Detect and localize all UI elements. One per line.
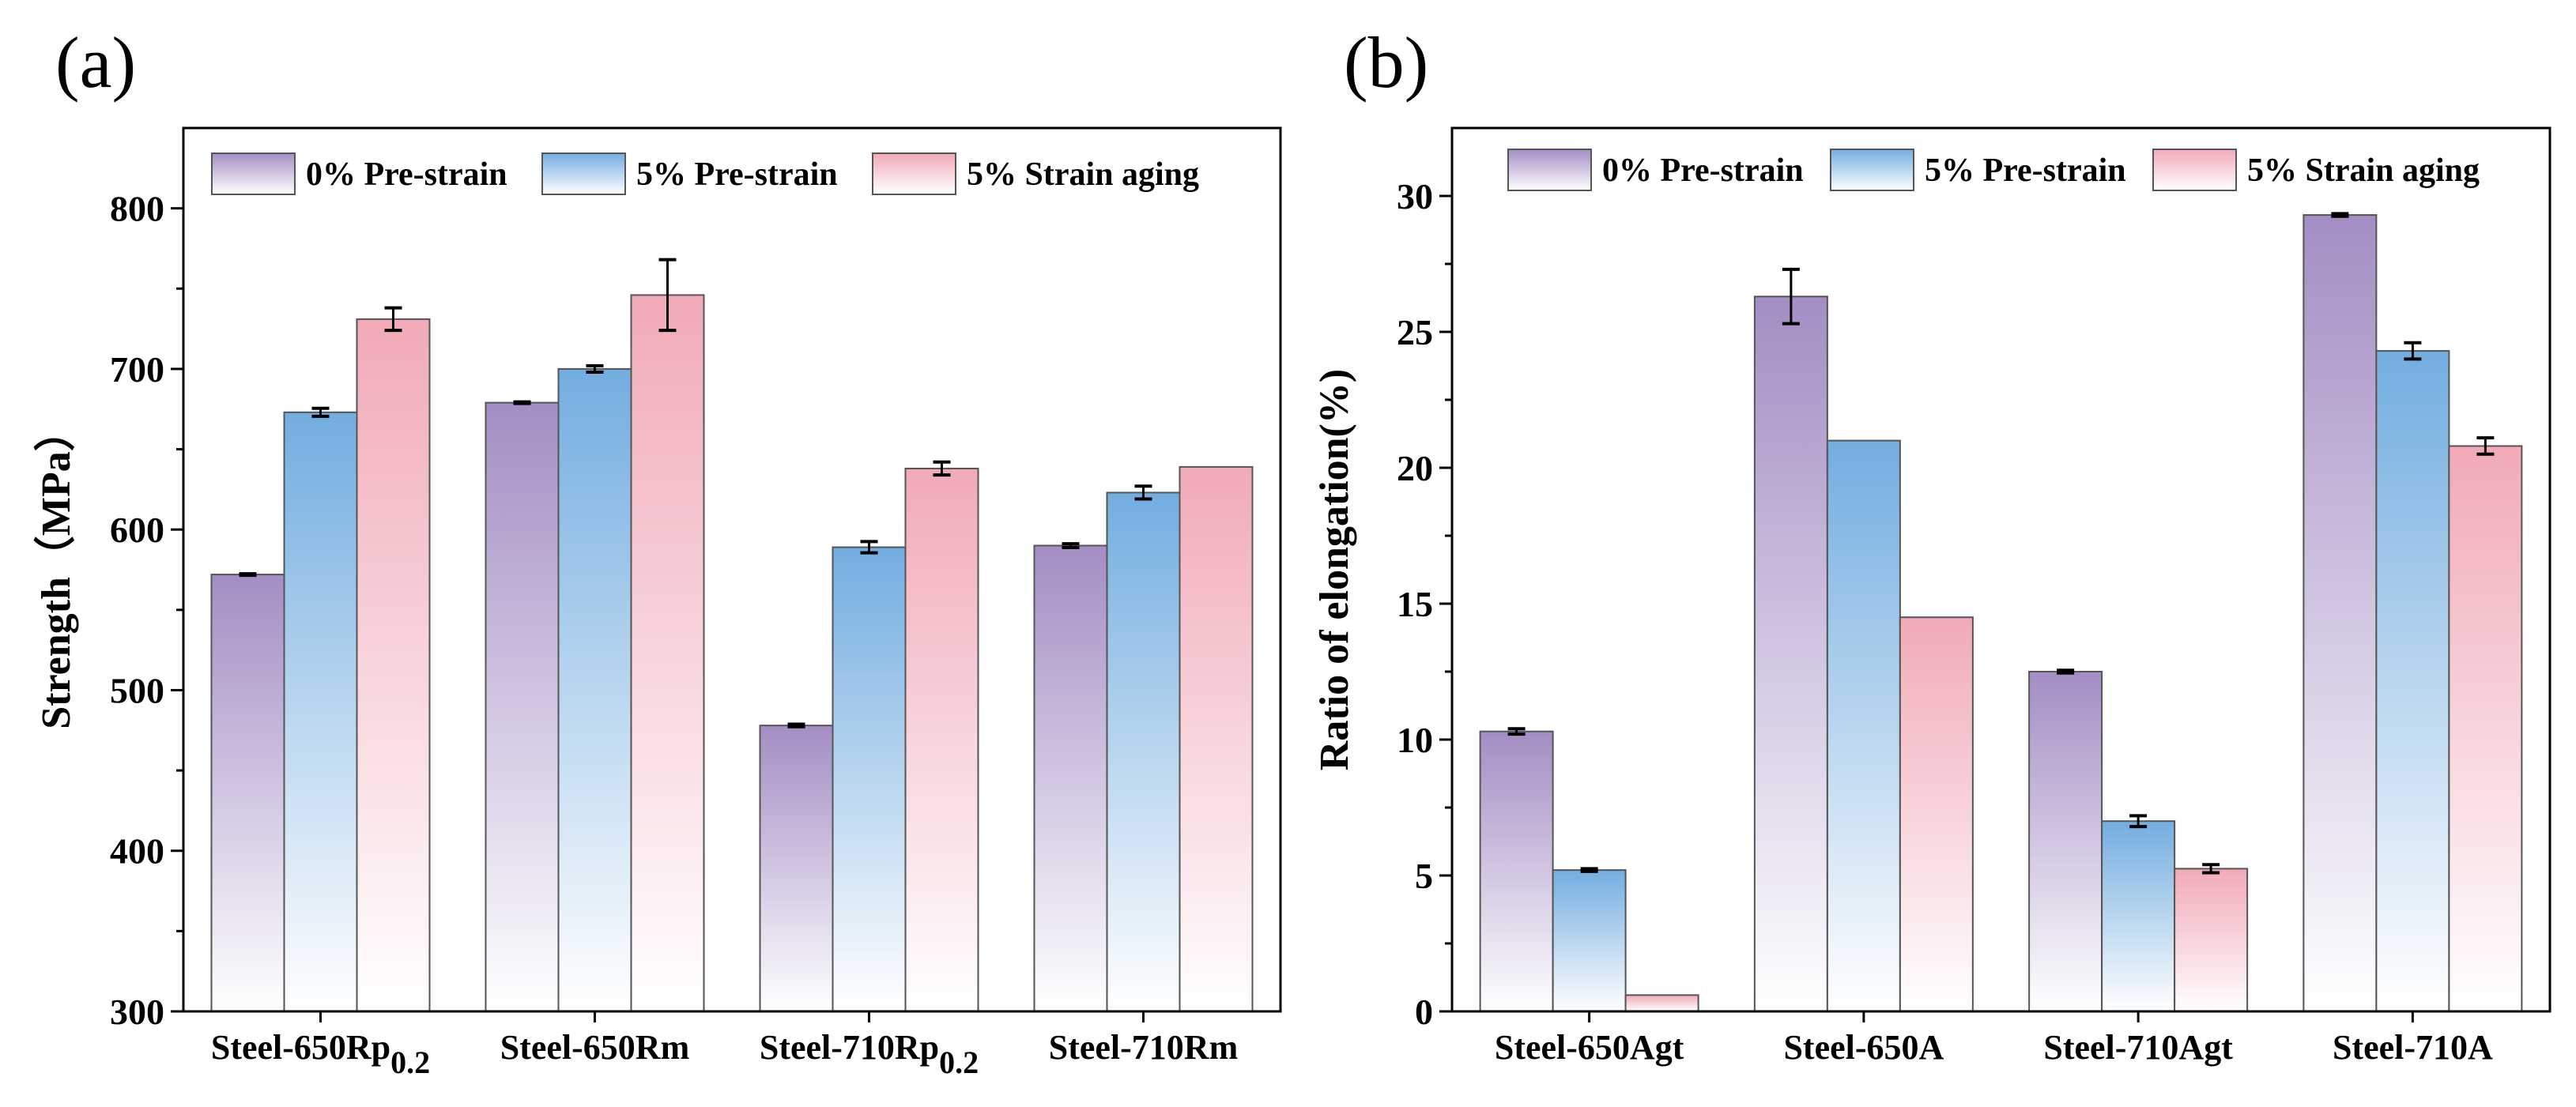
bar-0-2 — [1624, 994, 1699, 1012]
legend-item-0: 0% Pre-strain — [1507, 149, 1804, 191]
bar-0-0 — [1479, 730, 1554, 1012]
y-tick-label: 5 — [1415, 856, 1433, 896]
error-bar-3-0 — [1062, 542, 1080, 549]
legend-label: 5% Strain aging — [2247, 152, 2480, 189]
error-bar-2-1 — [860, 540, 878, 555]
bar-3-1 — [1106, 491, 1181, 1012]
bar-1-0 — [485, 401, 560, 1012]
y-tick-label: 30 — [1397, 176, 1433, 217]
bar-1-1 — [557, 367, 632, 1012]
x-tick-label: Steel-650Agt — [1495, 1028, 1684, 1067]
error-bar-1-0 — [513, 400, 531, 405]
bar-2-2 — [2174, 868, 2249, 1013]
panel-label: (b) — [1344, 22, 1428, 103]
legend-item-1: 5% Pre-strain — [541, 152, 838, 195]
bar-2-0 — [759, 725, 834, 1012]
legend-item-2: 5% Strain aging — [872, 152, 1199, 195]
error-bar-3-2 — [2476, 436, 2495, 456]
bar-3-0 — [1033, 544, 1108, 1012]
legend-label: 5% Pre-strain — [1925, 152, 2126, 189]
x-tick-label: Steel-710Rm — [1049, 1028, 1239, 1067]
legend-item-0: 0% Pre-strain — [211, 152, 507, 195]
y-tick-label: 25 — [1397, 312, 1433, 352]
y-tick-label: 300 — [110, 992, 164, 1032]
panel-0: (a) 300 400 500 600 700 800 Steel-650Rp0.2 Steel… — [33, 22, 1282, 1080]
bar-1-0 — [1753, 296, 1828, 1012]
legend-swatch — [872, 152, 956, 195]
y-tick-label: 600 — [110, 510, 164, 550]
error-bar-2-0 — [2057, 668, 2075, 675]
x-tick-label: Steel-710Rp0.2 — [760, 1028, 979, 1080]
y-tick-label: 500 — [110, 670, 164, 710]
y-tick-label: 800 — [110, 189, 164, 229]
error-bar-3-0 — [2331, 212, 2349, 218]
y-axis-title: Ratio of elongation(%) — [1312, 369, 1357, 770]
error-bar-2-1 — [2129, 814, 2148, 829]
legend-label: 5% Pre-strain — [636, 156, 838, 193]
error-bar-0-0 — [1507, 727, 1526, 736]
error-bar-0-0 — [239, 572, 257, 578]
y-tick-label: 700 — [110, 349, 164, 390]
legend-label: 5% Strain aging — [967, 156, 1199, 193]
error-bar-0-2 — [384, 306, 402, 333]
bar-3-2 — [2448, 445, 2523, 1012]
bar-3-1 — [2375, 350, 2450, 1012]
legend-swatch — [1507, 149, 1592, 191]
legend: 0% Pre-strain 5% Pre-strain 5% Strain agin… — [1507, 149, 2480, 191]
error-bar-0-1 — [1580, 867, 1598, 873]
plot-frame — [182, 126, 1282, 1013]
x-tick-label: Steel-650Rp0.2 — [211, 1028, 430, 1080]
bar-1-1 — [1826, 439, 1901, 1012]
legend-swatch — [541, 152, 626, 195]
bar-1-2 — [630, 294, 705, 1012]
x-tick-label: Steel-710Agt — [2043, 1028, 2233, 1067]
bar-1-2 — [1899, 616, 1974, 1012]
y-tick-label: 10 — [1397, 720, 1433, 760]
bar-2-1 — [832, 546, 907, 1012]
x-tick-label: Steel-650Rm — [500, 1028, 690, 1067]
panel-label: (a) — [55, 22, 136, 103]
bar-0-0 — [210, 574, 285, 1012]
error-bar-2-0 — [787, 722, 805, 729]
error-bar-0-1 — [311, 406, 330, 418]
bar-0-2 — [356, 318, 431, 1012]
legend-swatch — [211, 152, 296, 195]
y-tick-label: 0 — [1415, 992, 1433, 1032]
bar-0-1 — [283, 411, 358, 1012]
x-tick-label: Steel-650A — [1783, 1028, 1944, 1067]
error-bar-3-1 — [2404, 341, 2422, 361]
y-tick-label: 15 — [1397, 584, 1433, 624]
x-tick-label: Steel-710A — [2333, 1028, 2493, 1067]
legend-swatch — [1830, 149, 1914, 191]
legend-label: 0% Pre-strain — [306, 156, 507, 193]
error-bar-2-2 — [2202, 863, 2220, 875]
legend-swatch — [2152, 149, 2237, 191]
bar-3-2 — [1179, 465, 1254, 1012]
bar-3-0 — [2303, 214, 2378, 1012]
y-tick-label: 20 — [1397, 448, 1433, 488]
bar-0-1 — [1552, 869, 1627, 1012]
error-bar-1-0 — [1782, 267, 1800, 326]
legend: 0% Pre-strain 5% Pre-strain 5% Strain agin… — [211, 152, 1199, 195]
panel-1: (b) 0 5 10 15 20 25 30 Steel-650Agt Steel-650A Ste… — [1312, 22, 2551, 1067]
plot-frame — [1450, 126, 2551, 1013]
y-axis-title: Strength（MPa） — [33, 410, 79, 729]
bar-2-1 — [2101, 820, 2176, 1012]
legend-item-2: 5% Strain aging — [2152, 149, 2480, 191]
bar-2-2 — [904, 467, 979, 1012]
error-bar-3-1 — [1134, 484, 1152, 501]
error-bar-1-1 — [586, 363, 604, 374]
error-bar-2-2 — [933, 460, 951, 477]
error-bar-1-2 — [658, 258, 677, 333]
legend-label: 0% Pre-strain — [1602, 152, 1804, 189]
legend-item-1: 5% Pre-strain — [1830, 149, 2126, 191]
y-tick-label: 400 — [110, 831, 164, 872]
bar-2-0 — [2028, 671, 2103, 1012]
